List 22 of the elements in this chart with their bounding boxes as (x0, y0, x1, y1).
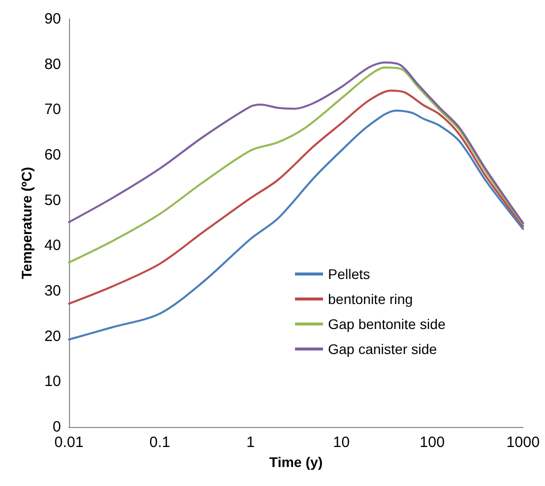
y-tick-label: 10 (44, 373, 61, 390)
y-tick-label: 60 (44, 146, 61, 164)
y-tick-label: 40 (44, 237, 61, 254)
legend-label: Gap bentonite side (328, 316, 446, 332)
y-tick-label: 30 (44, 282, 61, 300)
y-tick-label: 90 (44, 10, 61, 28)
y-tick-label: 50 (44, 192, 61, 209)
y-axis-title: Temperature (ºC) (18, 166, 34, 280)
y-tick-label: 70 (44, 101, 61, 118)
x-tick-label: 0.1 (149, 434, 170, 451)
x-tick-label: 0.01 (54, 434, 84, 451)
x-tick-label: 1 (246, 434, 255, 451)
legend-label: bentonite ring (328, 291, 413, 307)
y-tick-label: 80 (44, 56, 61, 73)
legend-label: Gap canister side (328, 341, 438, 357)
x-tick-label: 10 (333, 434, 350, 451)
y-tick-label: 0 (52, 418, 61, 436)
legend-label: Pellets (328, 266, 370, 282)
x-tick-label: 100 (420, 434, 445, 451)
y-tick-label: 20 (44, 328, 61, 345)
x-tick-label: 1000 (506, 434, 540, 451)
x-axis-title: Time (y) (269, 454, 323, 470)
